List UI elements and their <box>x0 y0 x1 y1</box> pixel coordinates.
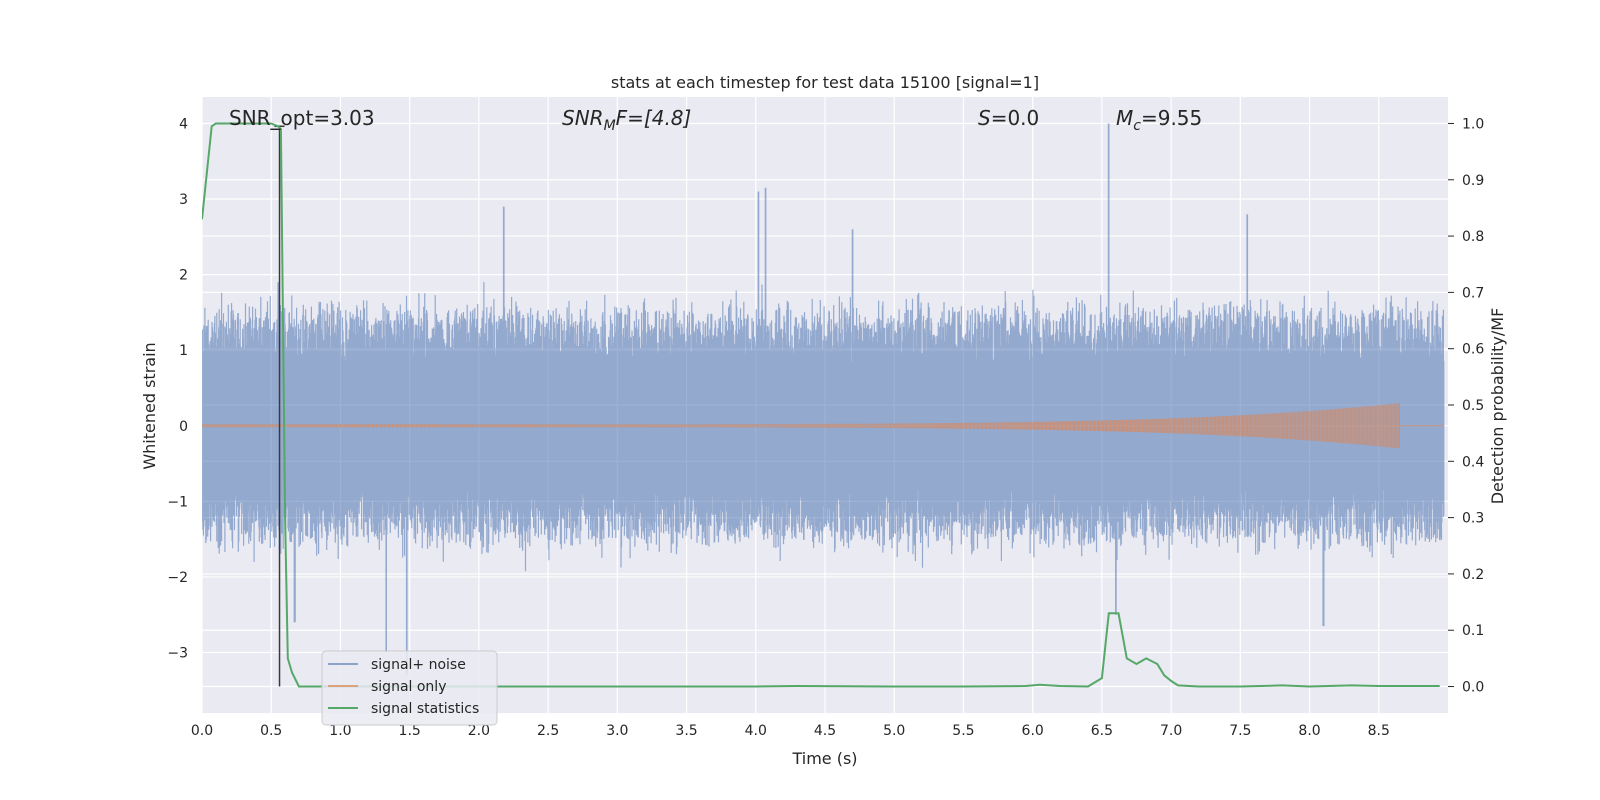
annotation-s-rest: =0.0 <box>991 106 1040 130</box>
y-right-tick-label: 1.0 <box>1462 116 1484 132</box>
x-tick-label: 4.5 <box>814 723 836 739</box>
x-tick-label: 3.5 <box>675 723 697 739</box>
y-left-tick-label: 3 <box>179 192 188 208</box>
x-tick-label: 6.0 <box>1022 723 1044 739</box>
annotation-snr-mf: SNRMF=[4.8] <box>562 106 691 134</box>
y-right-tick-label: 0.0 <box>1462 680 1484 696</box>
series-signal-only-line <box>202 403 1444 449</box>
y-right-tick-label: 0.4 <box>1462 454 1484 470</box>
annotation-s-value: S=0.0 <box>978 106 1039 130</box>
y-left-tick-label: 0 <box>179 419 188 435</box>
x-tick-label: 1.5 <box>399 723 421 739</box>
y-right-tick-label: 0.6 <box>1462 342 1484 358</box>
y-right-tick-label: 0.3 <box>1462 511 1484 527</box>
x-tick-label: 8.0 <box>1298 723 1320 739</box>
y-left-tick-label: 4 <box>179 116 188 132</box>
x-tick-label: 3.0 <box>606 723 628 739</box>
y-right-tick-label: 0.1 <box>1462 623 1484 639</box>
x-axis-ticks: 0.0 0.5 1.0 1.5 2.0 2.5 3.0 3.5 4.0 4.5 5.0 5.5 6.0 6… <box>191 723 1390 739</box>
annotation-mc-base: M <box>1116 106 1133 130</box>
x-tick-label: 7.5 <box>1229 723 1251 739</box>
annotation-snr-mf-sub: M <box>604 118 616 134</box>
y-axis-right-label: Detection probability/MF <box>1488 308 1507 505</box>
x-tick-label: 4.0 <box>745 723 767 739</box>
legend-label-signal-noise: signal+ noise <box>371 657 466 673</box>
y-right-tick-label: 0.8 <box>1462 229 1484 245</box>
annotation-mc: Mc=9.55 <box>1116 106 1202 134</box>
y-left-tick-label: 2 <box>179 268 188 284</box>
x-tick-label: 0.0 <box>191 723 213 739</box>
annotation-snr-opt: SNR_opt=3.03 <box>229 106 375 130</box>
y-axis-right-ticks: 0.0 0.1 0.2 0.3 0.4 0.5 0.6 0.7 0.8 0.9 1.0 <box>1448 116 1484 696</box>
y-left-tick-label: 1 <box>179 343 188 359</box>
x-tick-label: 0.5 <box>260 723 282 739</box>
x-tick-label: 8.5 <box>1368 723 1390 739</box>
x-tick-label: 2.5 <box>537 723 559 739</box>
annotation-mc-rest: =9.55 <box>1141 106 1202 130</box>
y-right-tick-label: 0.5 <box>1462 398 1484 414</box>
x-tick-label: 7.0 <box>1160 723 1182 739</box>
annotation-mc-sub: c <box>1133 118 1141 134</box>
y-left-tick-label: −2 <box>167 570 188 586</box>
x-tick-label: 6.5 <box>1091 723 1113 739</box>
annotation-s-base: S <box>978 106 991 130</box>
y-right-tick-label: 0.7 <box>1462 285 1484 301</box>
y-right-tick-label: 0.2 <box>1462 567 1484 583</box>
y-left-tick-label: −3 <box>167 646 188 662</box>
legend-box <box>321 650 498 726</box>
x-tick-label: 5.5 <box>952 723 974 739</box>
y-right-tick-label: 0.9 <box>1462 173 1484 189</box>
chart-title: stats at each timestep for test data 151… <box>611 73 1039 92</box>
annotation-snr-mf-base: SNR <box>562 106 604 130</box>
x-axis-label: Time (s) <box>791 749 857 768</box>
annotation-snr-mf-rest: F=[4.8] <box>616 106 692 130</box>
legend-label-signal-statistics: signal statistics <box>371 701 479 717</box>
x-tick-label: 5.0 <box>883 723 905 739</box>
x-tick-label: 2.0 <box>468 723 490 739</box>
y-axis-left-label: Whitened strain <box>140 342 159 469</box>
y-axis-left-ticks: −3 −2 −1 0 1 2 3 4 <box>167 116 188 661</box>
series-signal-statistics-line <box>202 122 1440 688</box>
legend-label-signal-only: signal only <box>371 679 446 695</box>
x-tick-label: 1.0 <box>329 723 351 739</box>
legend: signal+ noise signal only signal statist… <box>321 650 498 726</box>
y-left-tick-label: −1 <box>167 494 188 510</box>
